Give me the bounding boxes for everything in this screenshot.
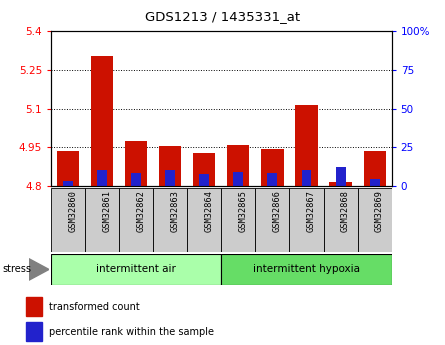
Bar [290, 188, 324, 252]
Bar [302, 170, 312, 186]
Text: stress: stress [2, 265, 31, 274]
Text: GSM32869: GSM32869 [375, 190, 384, 232]
Bar [166, 170, 175, 186]
Text: percentile rank within the sample: percentile rank within the sample [49, 327, 214, 337]
Bar [255, 188, 290, 252]
Text: GSM32863: GSM32863 [170, 190, 179, 232]
Bar [26, 297, 41, 316]
Bar [295, 105, 318, 186]
Text: GSM32865: GSM32865 [239, 190, 247, 232]
Bar [91, 56, 113, 186]
Bar [63, 181, 73, 186]
Bar [51, 188, 85, 252]
Text: intermittent hypoxia: intermittent hypoxia [253, 265, 360, 274]
Bar [267, 173, 277, 186]
Bar [370, 179, 380, 186]
Bar [119, 188, 153, 252]
Text: GSM32860: GSM32860 [68, 190, 77, 232]
Bar [159, 146, 182, 186]
Bar [364, 151, 386, 186]
Bar [131, 173, 141, 186]
Text: GSM32867: GSM32867 [307, 190, 316, 232]
Text: transformed count: transformed count [49, 302, 139, 312]
Bar [199, 174, 209, 186]
Text: GSM32866: GSM32866 [272, 190, 281, 232]
Bar [336, 167, 345, 186]
Bar [329, 183, 352, 186]
Bar [193, 152, 215, 186]
Bar [57, 151, 79, 186]
Text: GSM32864: GSM32864 [204, 190, 213, 232]
Bar [153, 188, 187, 252]
Text: GDS1213 / 1435331_at: GDS1213 / 1435331_at [145, 10, 300, 23]
Bar [187, 188, 222, 252]
Bar [222, 188, 255, 252]
Text: GSM32861: GSM32861 [102, 190, 111, 232]
Bar [222, 254, 392, 285]
Polygon shape [29, 259, 49, 280]
Bar [358, 188, 392, 252]
Bar [227, 145, 250, 186]
Text: GSM32868: GSM32868 [340, 190, 349, 232]
Bar [26, 322, 41, 341]
Bar [261, 149, 283, 186]
Text: intermittent air: intermittent air [97, 265, 176, 274]
Bar [324, 188, 358, 252]
Bar [51, 254, 222, 285]
Bar [97, 170, 107, 186]
Text: GSM32862: GSM32862 [136, 190, 145, 232]
Bar [234, 172, 243, 186]
Bar [125, 141, 147, 186]
Bar [85, 188, 119, 252]
